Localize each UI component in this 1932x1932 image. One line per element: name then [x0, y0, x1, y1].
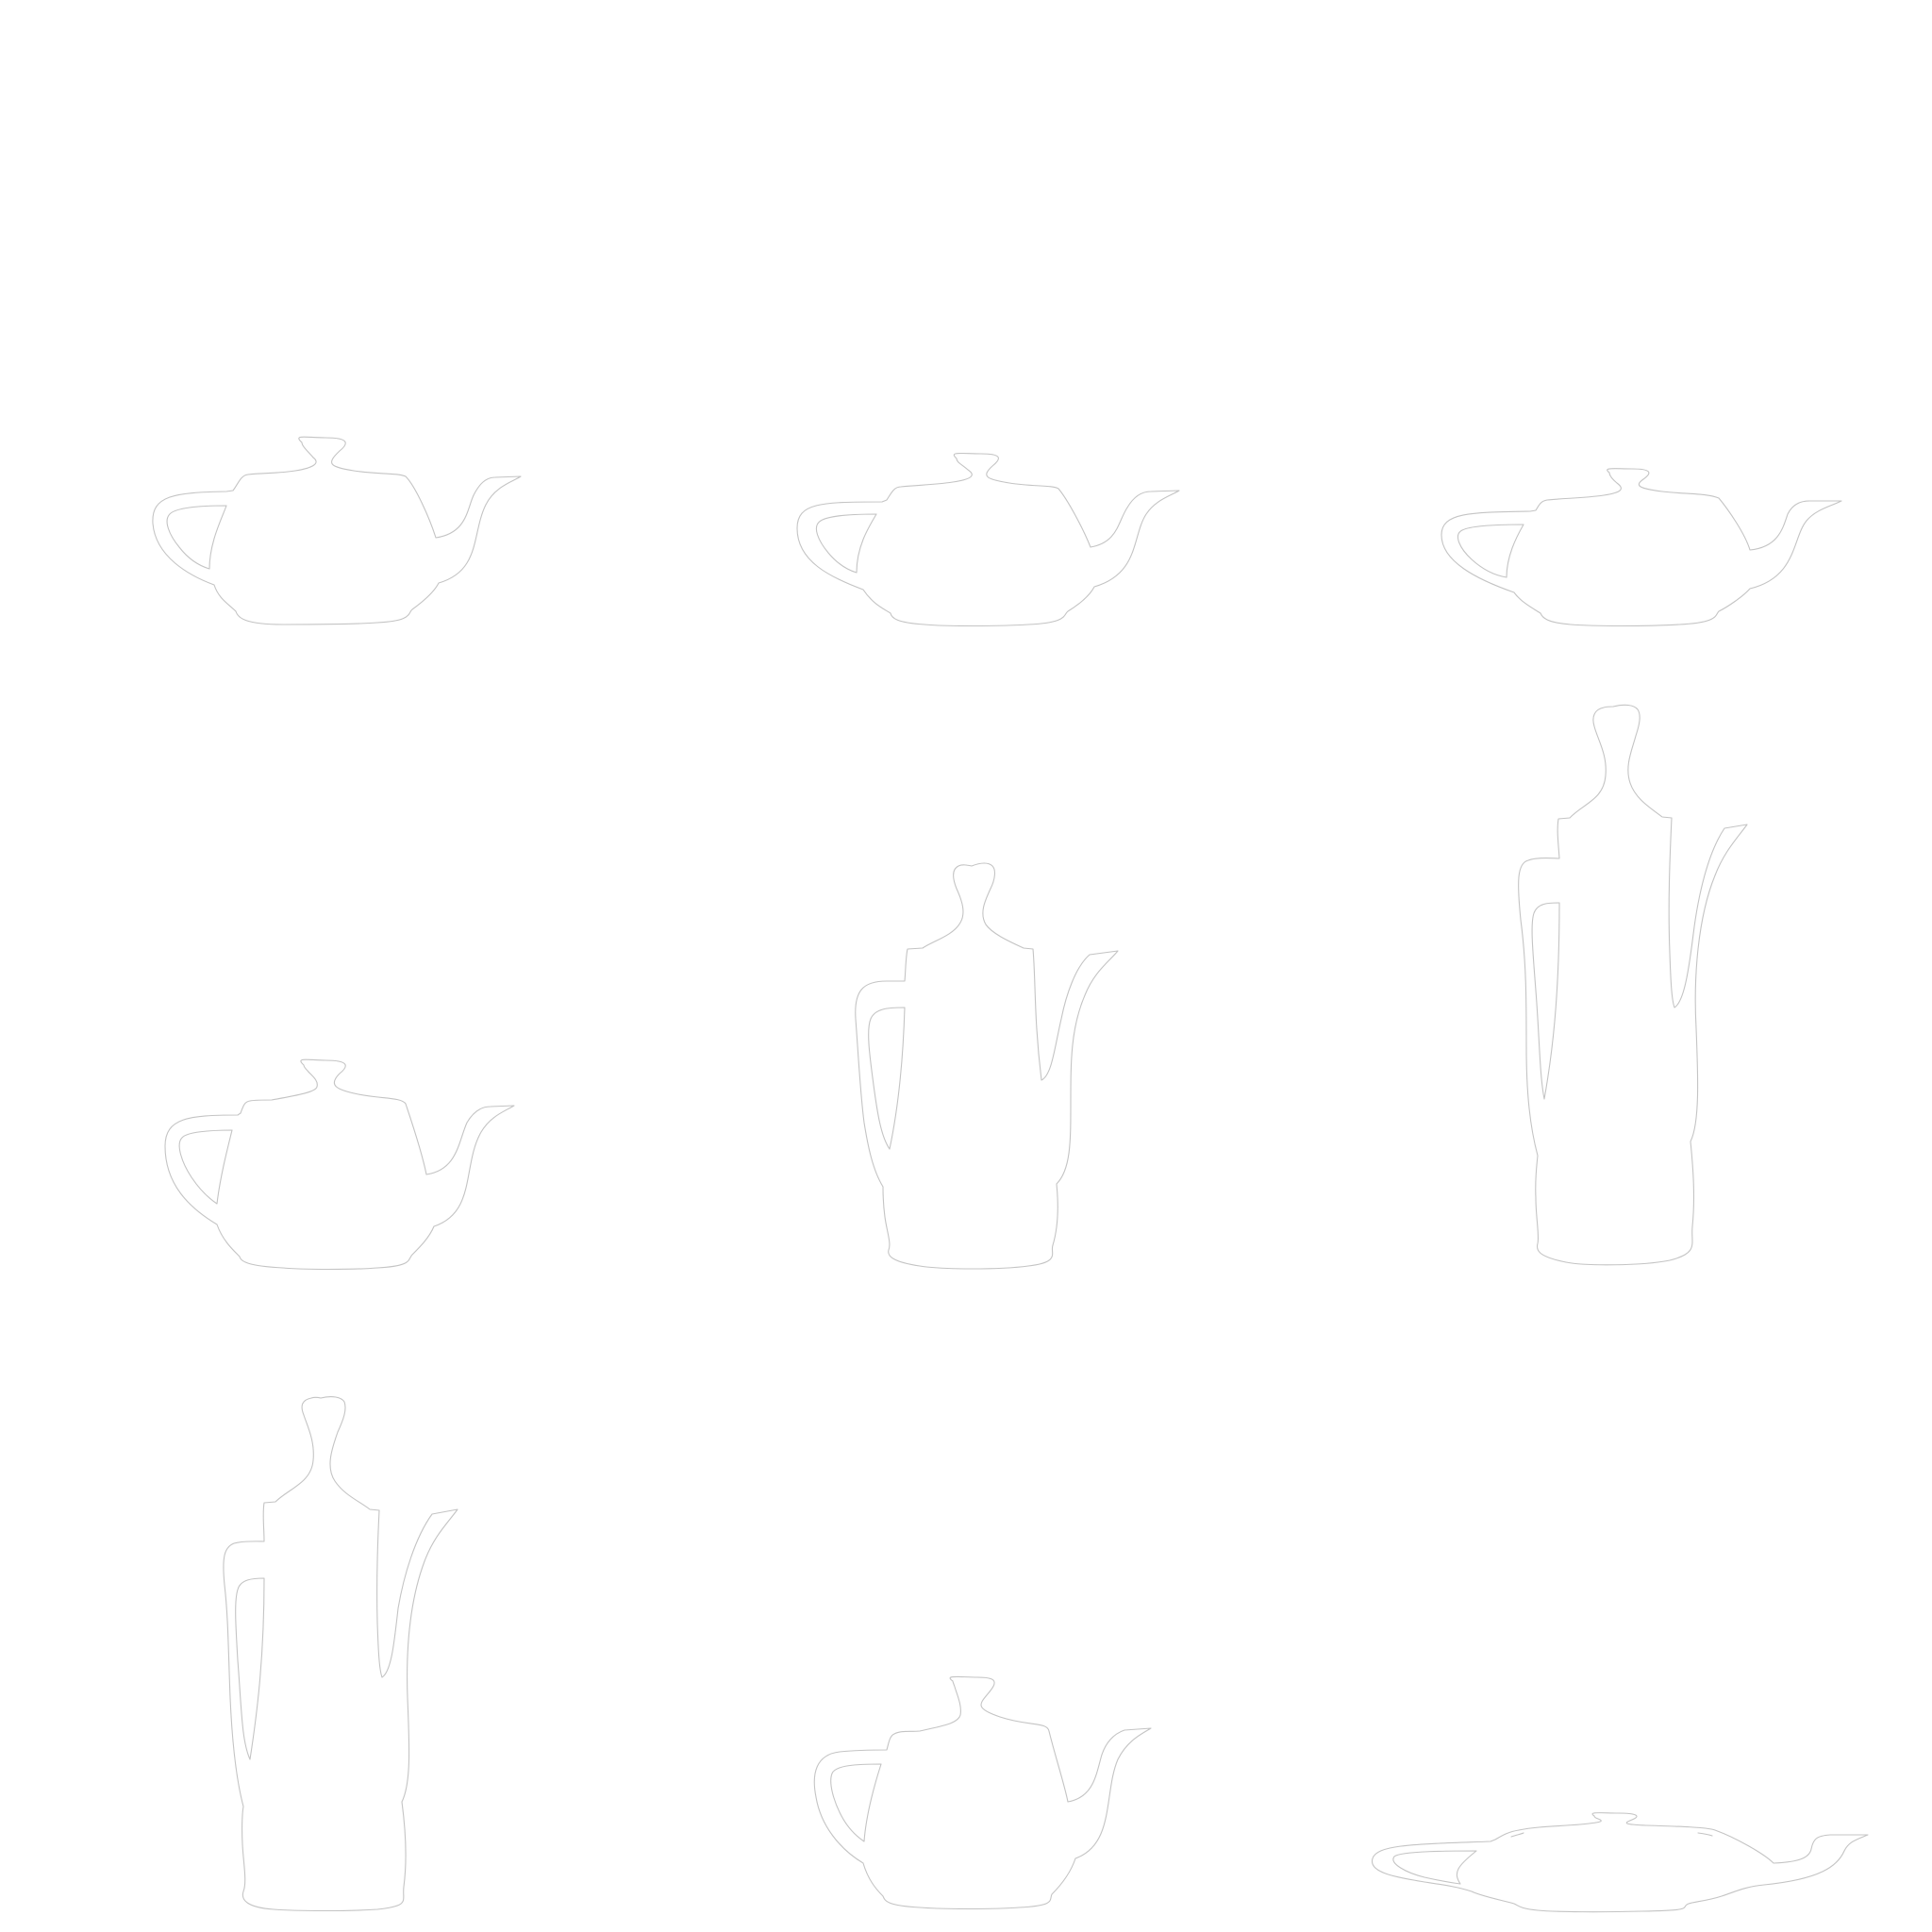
- coffee-pot-icon: [855, 862, 1119, 1270]
- coffee-pot-icon: [1518, 704, 1748, 1266]
- teapot-icon: [152, 436, 522, 625]
- coffee-pot-icon: [223, 1396, 458, 1912]
- flat-teapot-icon: [1372, 1812, 1869, 1913]
- teapot-icon: [813, 1675, 1152, 1910]
- teapot-icon: [164, 1058, 515, 1271]
- teapot-icon: [796, 452, 1180, 627]
- teapot-icon: [1441, 468, 1842, 627]
